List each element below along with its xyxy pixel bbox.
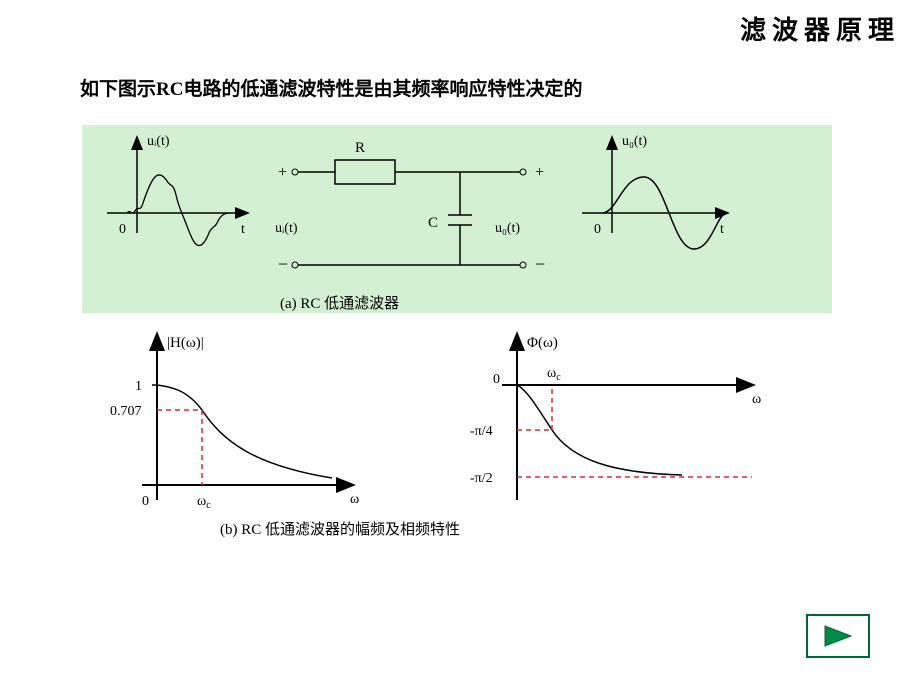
magnitude-curve [157,385,332,478]
mag-y-label: |H(ω)| [167,335,204,351]
plus-right: + [535,164,544,181]
input-x-label: t [241,222,245,237]
magnitude-plot: |H(ω)| ω 0 1 0.707 ωc [110,335,359,511]
phase-curve [517,385,682,475]
diagram-panel: uᵢ(t) t 0 R C + + − − uᵢ(t) u₀(t) u₀ [82,125,832,565]
mag-x-label: ω [350,492,359,507]
mag-tick-1: 1 [135,379,142,394]
capacitor-label: C [428,215,438,231]
resistor-label: R [355,140,365,156]
phase-origin: 0 [493,372,500,387]
input-y-label: uᵢ(t) [147,134,170,149]
page-title: 滤波器原理 [740,10,900,47]
phase-y-label: Φ(ω) [527,335,558,351]
uo-label: u₀(t) [495,221,520,236]
subtitle: 如下图示RC电路的低通滤波特性是由其频率响应特性决定的 [80,74,582,101]
phase-pi4: -π/4 [470,424,493,439]
phase-pi2: -π/2 [470,471,493,486]
minus-left: − [278,254,288,274]
output-y-label: u₀(t) [622,134,647,149]
mag-tick-0707: 0.707 [110,404,142,419]
mag-wc: ωc [197,494,211,511]
phase-plot: Φ(ω) ω 0 ωc -π/4 -π/2 [470,335,761,500]
play-icon [823,624,853,648]
input-origin: 0 [119,222,126,237]
caption-a: (a) RC 低通滤波器 [280,292,399,313]
caption-b: (b) RC 低通滤波器的幅频及相频特性 [220,518,460,539]
output-origin: 0 [594,222,601,237]
minus-right: − [535,254,545,274]
ui-label: uᵢ(t) [275,221,298,236]
phase-x-label: ω [752,392,761,407]
next-button[interactable] [806,614,870,658]
plus-left: + [278,164,287,181]
output-x-label: t [720,222,724,237]
mag-origin: 0 [142,494,149,509]
phase-wc: ωc [547,366,561,383]
